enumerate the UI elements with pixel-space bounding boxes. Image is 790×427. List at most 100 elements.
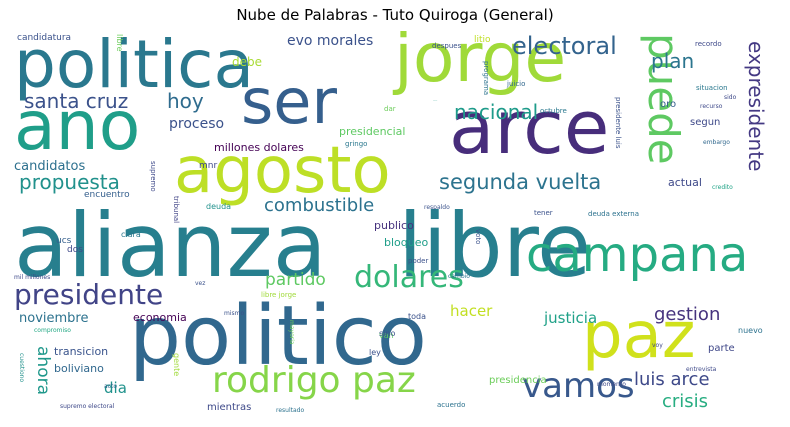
word-presidente: presidente	[14, 278, 164, 311]
word-gente: gente	[172, 353, 181, 377]
word-politico: politico	[129, 289, 427, 384]
word-nacional: nacional	[433, 101, 438, 102]
word-boliviano: boliviano	[54, 362, 104, 375]
word-acuerdo: acuerdo	[437, 401, 466, 409]
word-situacion: situacion	[696, 84, 728, 92]
word-millones-dolares: millones dolares	[214, 141, 304, 154]
word-crisis: crisis	[662, 391, 709, 412]
word-actual: actual	[668, 176, 702, 189]
word-ahora: ahora	[33, 346, 53, 395]
word-santa-cruz: santa cruz	[24, 89, 129, 113]
word-jorge: jorge	[394, 31, 567, 98]
word-mismo: mismo	[224, 310, 245, 317]
word-embargo: embargo	[703, 139, 730, 146]
word-gringo: gringo	[345, 140, 368, 148]
word-candidatura: candidatura	[17, 33, 72, 43]
word-acto: acto	[104, 383, 117, 390]
word-gestion: gestion	[654, 304, 721, 325]
word-voto: voto	[474, 229, 482, 245]
word-tener: tener	[534, 209, 553, 217]
word-ano: ano	[14, 87, 141, 166]
word-libre: libre	[398, 194, 592, 297]
word-nuevo: nuevo	[738, 326, 763, 335]
word-oro: oro	[660, 99, 677, 110]
word-ser: ser	[241, 65, 337, 138]
word-proceso: proceso	[169, 116, 225, 132]
word-ley: ley	[369, 348, 381, 357]
chart-title: Nube de Palabras - Tuto Quiroga (General…	[236, 6, 554, 24]
word-mayoria: mayoria	[288, 320, 295, 345]
word-dia: dia	[104, 379, 127, 397]
word-mil-millones: mil millones	[14, 274, 51, 281]
word-cuestiono: cuestiono	[18, 353, 25, 383]
word-dolares: dolares	[354, 260, 464, 295]
word-candidatos: candidatos	[14, 159, 86, 174]
word-evo-morales: evo morales	[287, 33, 374, 49]
word-alianza: alianza	[14, 194, 327, 297]
word-rodrigo-paz: rodrigo paz	[212, 360, 416, 401]
word-vamos: vamos	[522, 366, 635, 406]
word-publico: publico	[374, 219, 414, 232]
word-propuesta: propuesta	[19, 170, 120, 194]
word-agosto: agosto	[174, 134, 391, 208]
word-ucs: ucs	[56, 236, 72, 246]
word-resultado: resultado	[276, 407, 305, 414]
word-libre: libre	[115, 34, 124, 52]
word-partido: partido	[265, 270, 326, 290]
word-cloud: alianza libre politico politica ano jorge arce…	[14, 31, 781, 419]
word-dos: dos	[67, 245, 83, 255]
word-tribunal: tribunal	[172, 196, 180, 224]
word-transicion: transicion	[54, 345, 109, 358]
word-recurso: recurso	[700, 103, 723, 110]
word-bloqueo: bloqueo	[384, 236, 429, 249]
word-recordo: recordo	[695, 40, 722, 48]
word-libre-jorge: libre jorge	[261, 291, 297, 299]
word-mnr: mnr	[199, 161, 218, 171]
word-hacer: hacer	[450, 302, 493, 320]
word-mientras: mientras	[207, 402, 252, 413]
word-supremo-electoral: supremo electoral	[60, 403, 115, 410]
word-presidente-luis: presidente luis	[614, 97, 622, 149]
word-noviembre: noviembre	[19, 311, 89, 326]
word-programa: programa	[482, 61, 490, 96]
word-sino: sino	[379, 329, 396, 338]
word-segun: segun	[690, 117, 721, 128]
word-entrevista: entrevista	[686, 366, 717, 373]
word-segunda-vuelta: segunda vuelta	[439, 170, 602, 194]
word-respaldo: respaldo	[424, 204, 450, 211]
word-supremo: supremo	[149, 161, 157, 192]
word-campana: campana	[526, 227, 749, 283]
word-parte: parte	[708, 343, 735, 354]
word-arce: arce	[449, 85, 610, 171]
word-cambio: cambio	[448, 273, 470, 280]
word-debe: debe	[232, 55, 262, 69]
word-clara: clara	[121, 230, 141, 239]
word-deuda-externa: deuda externa	[588, 210, 640, 218]
word-plan: plan	[651, 49, 695, 73]
word-luis-arce: luis arce	[634, 369, 710, 390]
word-toda: toda	[408, 312, 427, 321]
word-vez: vez	[195, 280, 206, 287]
word-hoy: hoy	[167, 89, 204, 113]
word-juicio: juicio	[507, 80, 526, 88]
word-octubre: octubre	[540, 107, 567, 115]
word-dar: dar	[384, 105, 396, 113]
word-expresidente: expresidente	[744, 41, 768, 172]
word-sido: sido	[724, 94, 737, 101]
word-nacional: nacional	[454, 100, 539, 124]
word-voy: voy	[652, 342, 663, 349]
word-presidencia: presidencia	[489, 375, 547, 386]
word-electoral: electoral	[512, 32, 617, 60]
word-despues: despues	[432, 42, 462, 50]
word-deuda: deuda	[206, 202, 232, 211]
word-poder: poder	[408, 257, 429, 265]
word-encuentro: encuentro	[84, 190, 130, 200]
word-litio: litio	[474, 35, 491, 45]
word-puede: puede	[639, 33, 688, 165]
word-compromiso: compromiso	[34, 327, 71, 334]
word-politica: politica	[14, 31, 254, 103]
word-van: van	[379, 331, 394, 340]
word-justicia: justicia	[544, 309, 598, 327]
word-credito: credito	[712, 184, 733, 191]
word-combustible: combustible	[264, 195, 375, 216]
